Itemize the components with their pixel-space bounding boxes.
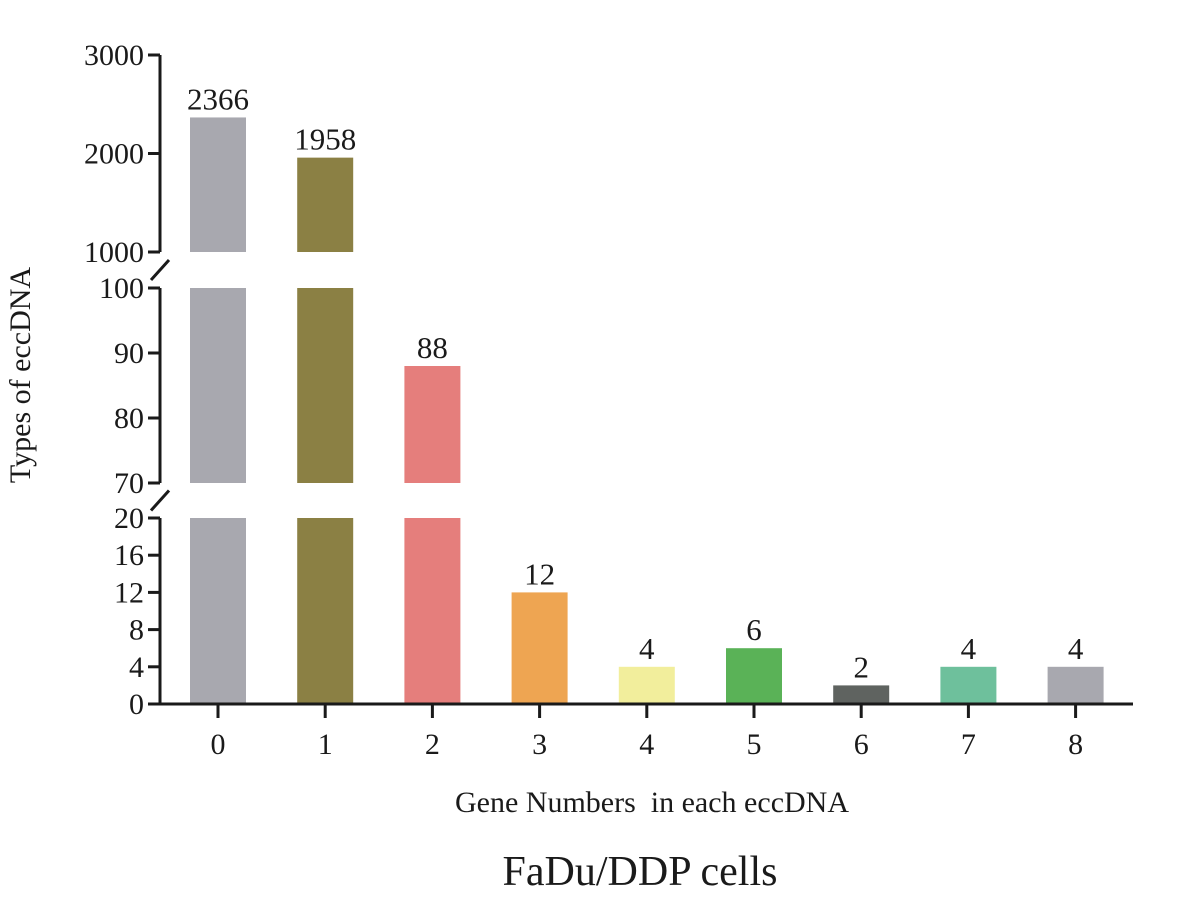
data-labels-group: 2366 1958 88 12 4 6 2 4 4	[187, 81, 1084, 684]
y-tick-label-90: 90	[114, 337, 144, 370]
x-tick-label-2: 2	[425, 728, 440, 761]
bar-0-segment-2	[190, 117, 246, 252]
data-label-7: 4	[961, 631, 977, 666]
y-tick-label-80: 80	[114, 402, 144, 435]
bar-5-segment-0	[726, 648, 782, 704]
chart-title: FaDu/DDP cells	[503, 849, 778, 895]
x-tick-label-7: 7	[961, 728, 976, 761]
bar-3-segment-0	[511, 592, 568, 704]
x-tick-label-6: 6	[854, 728, 869, 761]
bar-8-segment-0	[1047, 666, 1104, 704]
x-tick-label-0: 0	[211, 728, 226, 761]
y-tick-label-100: 100	[99, 272, 144, 305]
bar-2-segment-0	[404, 518, 461, 704]
x-tick-label-4: 4	[639, 728, 654, 761]
x-tick-label-1: 1	[318, 728, 333, 761]
x-axis-title: Gene Numbers in each eccDNA	[455, 786, 849, 819]
y-tick-label-8: 8	[129, 614, 144, 647]
bar-1-segment-1	[297, 288, 354, 483]
axis-break-mark-1	[149, 258, 171, 282]
data-label-8: 4	[1068, 631, 1084, 666]
data-label-4: 4	[639, 631, 655, 666]
y-axis-title: Types of eccDNA	[4, 267, 37, 483]
data-label-2: 88	[417, 330, 448, 365]
bar-1-segment-0	[297, 518, 354, 704]
y-tick-label-4: 4	[129, 651, 144, 684]
data-label-6: 2	[853, 649, 869, 684]
data-label-0: 2366	[187, 81, 249, 116]
axis-break-mark-0	[149, 489, 171, 512]
bar-4-segment-0	[618, 666, 675, 704]
y-tick-label-0: 0	[129, 688, 144, 721]
x-tick-label-8: 8	[1068, 728, 1083, 761]
bar-6-segment-0	[833, 685, 890, 704]
y-tick-label-70: 70	[114, 467, 144, 500]
x-tick-label-5: 5	[747, 728, 762, 761]
y-tick-label-20: 20	[114, 502, 144, 535]
y-tick-label-16: 16	[114, 539, 144, 572]
bar-7-segment-0	[940, 666, 997, 704]
bars-group	[190, 117, 1104, 704]
bar-0-segment-0	[190, 518, 246, 704]
bar-1-segment-2	[297, 157, 354, 252]
y-tick-label-1000: 1000	[84, 236, 144, 269]
y-tick-label-2000: 2000	[84, 138, 144, 171]
y-tick-label-3000: 3000	[84, 39, 144, 72]
y-tick-label-12: 12	[114, 576, 144, 609]
x-tick-label-3: 3	[532, 728, 547, 761]
data-label-3: 12	[524, 556, 555, 591]
data-label-5: 6	[746, 612, 762, 647]
bar-0-segment-1	[190, 288, 246, 483]
data-label-1: 1958	[294, 122, 356, 157]
bar-2-segment-1	[404, 366, 461, 483]
